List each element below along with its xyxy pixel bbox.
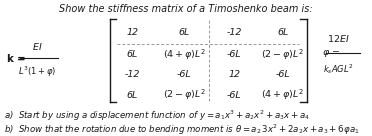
Text: $\varphi$ =: $\varphi$ = — [322, 48, 340, 58]
Text: -6L: -6L — [177, 70, 192, 79]
Text: $(2-\varphi)L^2$: $(2-\varphi)L^2$ — [163, 88, 206, 103]
Text: -12: -12 — [124, 70, 140, 79]
Text: b)  Show that the rotation due to bending moment is $\theta = a_2\,3x^2 + 2a_2x : b) Show that the rotation due to bending… — [4, 122, 359, 136]
Text: -6L: -6L — [227, 50, 242, 59]
Text: 6L: 6L — [277, 28, 288, 37]
Text: $L^3(1+\varphi)$: $L^3(1+\varphi)$ — [18, 65, 56, 79]
Text: 6L: 6L — [126, 91, 138, 100]
Text: $EI$: $EI$ — [32, 41, 42, 52]
Text: a)  Start by using a displacement function of $y = a_1x^3 + a_2x^2 + a_3x + a_4$: a) Start by using a displacement functio… — [4, 109, 310, 123]
Text: $(4+\varphi)L^2$: $(4+\varphi)L^2$ — [261, 88, 304, 103]
Text: $\mathbf{k}$ =: $\mathbf{k}$ = — [6, 52, 25, 64]
Text: $12EI$: $12EI$ — [327, 33, 350, 44]
Text: 6L: 6L — [126, 50, 138, 59]
Text: 6L: 6L — [179, 28, 190, 37]
Text: $(4+\varphi)L^2$: $(4+\varphi)L^2$ — [163, 47, 206, 62]
Text: -6L: -6L — [275, 70, 290, 79]
Text: $k_s AGL^2$: $k_s AGL^2$ — [323, 62, 354, 76]
Text: 12: 12 — [228, 70, 240, 79]
Text: Show the stiffness matrix of a Timoshenko beam is:: Show the stiffness matrix of a Timoshenk… — [59, 4, 313, 14]
Text: $(2-\varphi)L^2$: $(2-\varphi)L^2$ — [261, 47, 304, 62]
Text: -6L: -6L — [227, 91, 242, 100]
Text: 12: 12 — [126, 28, 138, 37]
Text: -12: -12 — [227, 28, 242, 37]
